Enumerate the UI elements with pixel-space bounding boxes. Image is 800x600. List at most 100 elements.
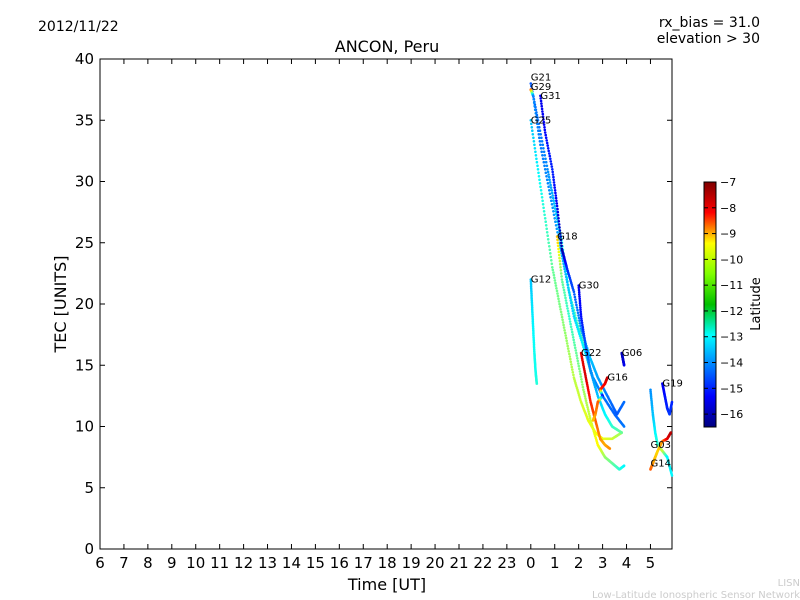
colorbar-tick-label: −8: [720, 202, 736, 215]
data-point-g31: [540, 107, 544, 111]
data-point-g18: [568, 317, 571, 321]
data-point-g25: [534, 154, 538, 157]
data-point-g29: [548, 192, 552, 196]
data-point-g31: [549, 157, 552, 161]
data-point-g25: [536, 164, 539, 168]
data-point-g31: [552, 178, 555, 182]
data-point-g18: [559, 272, 563, 275]
data-point-g29: [571, 307, 574, 310]
data-point-g31: [557, 223, 561, 226]
data-point-g18: [585, 403, 589, 407]
x-tick-label: 7: [119, 554, 129, 572]
data-point-g30: [582, 334, 586, 338]
data-point-g31: [548, 154, 552, 158]
data-point-g21: [552, 199, 555, 203]
data-point-g31: [578, 319, 581, 322]
data-point-g31: [553, 186, 556, 189]
data-point-g18: [562, 286, 565, 289]
data-point-g25: [549, 252, 552, 255]
data-point-g18: [582, 388, 585, 392]
data-point-g25: [544, 224, 548, 227]
satellite-label-g30: G30: [579, 281, 599, 292]
data-point-g31: [555, 199, 558, 203]
data-point-g18: [556, 241, 560, 245]
data-point-g31: [553, 183, 556, 187]
y-axis: 0 5 10 15 20 25 30 35 40: [75, 50, 672, 558]
data-point-g31: [551, 170, 554, 174]
data-point-g25: [548, 245, 551, 248]
y-tick-label: 30: [75, 173, 94, 191]
data-point-g29: [537, 133, 541, 136]
data-point-g31: [554, 196, 558, 200]
data-point-g25: [545, 231, 549, 234]
colorbar-tick-label: −13: [720, 331, 743, 344]
data-point-g18: [580, 380, 584, 384]
data-point-g31: [576, 308, 579, 312]
data-point-g30: [580, 321, 584, 325]
data-point-g29: [545, 178, 549, 182]
data-point-g18: [577, 362, 580, 365]
x-tick-label: 14: [282, 554, 301, 572]
data-point-g30: [583, 336, 586, 340]
data-point-g31: [558, 232, 562, 235]
data-point-g31: [539, 99, 543, 103]
data-point-g31: [540, 104, 543, 108]
x-axis-label: Time [UT]: [347, 575, 426, 594]
data-point-g21: [544, 157, 547, 161]
data-point-g18: [622, 464, 626, 468]
data-point-g25: [543, 217, 547, 220]
y-tick-label: 15: [75, 356, 94, 374]
colorbar-tick-label: −15: [720, 382, 743, 395]
data-point-g30: [581, 325, 585, 329]
data-point-g30: [580, 317, 583, 320]
data-point-g12: [532, 330, 535, 334]
data-point-g18: [558, 262, 562, 266]
data-point-g06: [622, 364, 626, 367]
data-point-g30: [582, 332, 586, 336]
data-point-g29: [563, 270, 567, 273]
data-point-g18: [587, 412, 591, 416]
data-point-g25: [565, 339, 568, 343]
data-point-g25: [553, 276, 556, 280]
data-point-g31: [544, 136, 548, 140]
y-axis-label: TEC [UNITS]: [51, 256, 70, 354]
data-point-g25: [570, 363, 573, 366]
data-point-g31: [622, 400, 626, 404]
data-point-g25: [531, 129, 534, 132]
data-point-g25: [565, 342, 569, 345]
data-point-g21: [541, 143, 545, 147]
data-point-g30: [577, 284, 580, 287]
data-point-g29: [578, 334, 582, 338]
data-point-g31: [541, 115, 545, 119]
plot-area: [99, 58, 673, 550]
colorbar-tick-label: −12: [720, 305, 743, 318]
data-point-g25: [549, 255, 553, 259]
data-point-g29: [550, 203, 554, 206]
data-point-g29: [549, 196, 552, 199]
data-point-g25: [529, 119, 533, 122]
data-point-g25: [551, 268, 555, 272]
data-point-g12: [535, 382, 539, 385]
data-point-g29: [535, 119, 539, 122]
data-point-g18: [573, 343, 576, 347]
data-point-g25: [562, 326, 566, 329]
data-point-g18: [575, 354, 579, 357]
data-point-g25: [548, 248, 552, 252]
data-point-g30: [578, 293, 581, 296]
data-point-g31: [558, 229, 562, 232]
data-point-g30: [578, 304, 582, 307]
data-point-g30: [579, 306, 582, 309]
data-point-g25: [557, 300, 561, 303]
x-tick-label: 19: [402, 554, 421, 572]
data-point-g31: [547, 149, 550, 153]
x-tick-label: 5: [646, 554, 656, 572]
data-point-g29: [562, 265, 566, 268]
data-point-g29: [573, 319, 577, 322]
data-point-g18: [586, 406, 589, 409]
data-point-g18: [572, 341, 576, 344]
data-point-g18: [570, 328, 573, 331]
data-point-g29: [574, 321, 578, 325]
data-point-g18: [588, 414, 591, 418]
data-point-g18: [575, 351, 578, 355]
x-tick-label: 3: [598, 554, 608, 572]
